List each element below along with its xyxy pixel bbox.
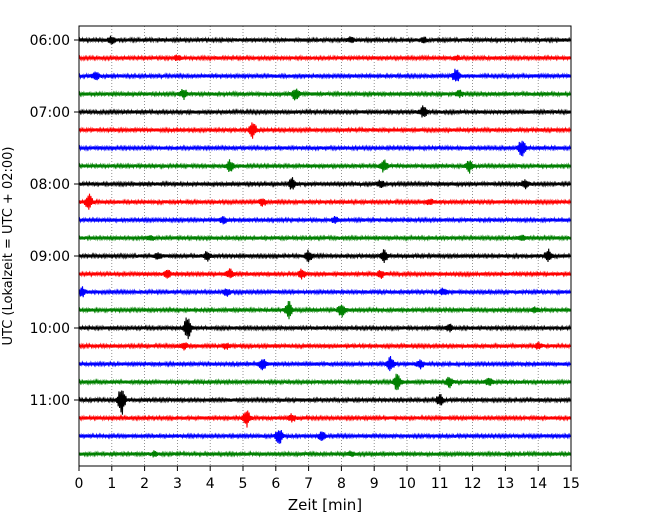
x-tick-label: 4	[206, 476, 215, 492]
trace-09:45	[78, 300, 571, 320]
x-tick-label: 1	[107, 476, 116, 492]
trace-10:15	[78, 341, 571, 351]
x-tick-label: 3	[173, 476, 182, 492]
y-tick-label: 06:00	[30, 33, 70, 49]
trace-07:45	[78, 159, 571, 174]
x-tick-label: 12	[464, 476, 482, 492]
trace-10:00	[78, 317, 571, 340]
x-tick-label: 14	[529, 476, 547, 492]
x-tick-label: 9	[370, 476, 379, 492]
vertical-grid	[111, 26, 539, 466]
x-tick-label: 7	[304, 476, 313, 492]
y-tick-label: 10:00	[30, 321, 70, 337]
trace-08:15	[78, 193, 571, 210]
y-axis-ticks: 06:00 07:00 08:00 09:00 10:00 11:00	[30, 33, 79, 409]
trace-07:00	[78, 105, 571, 118]
trace-09:15	[78, 268, 571, 280]
trace-06:15	[78, 54, 571, 62]
x-tick-label: 15	[562, 476, 580, 492]
trace-09:30	[78, 286, 571, 298]
trace-07:15	[78, 122, 571, 139]
trace-06:00	[78, 35, 571, 45]
trace-06:30	[78, 68, 571, 82]
x-axis-ticks: 0 1 2 3 4 5 6 7 8 9 10 11 12 13 14 15	[75, 466, 580, 492]
x-tick-label: 13	[496, 476, 514, 492]
x-tick-label: 6	[271, 476, 280, 492]
trace-08:45	[78, 234, 571, 242]
trace-07:30	[78, 140, 571, 157]
trace-08:00	[78, 177, 571, 190]
x-tick-label: 2	[140, 476, 149, 492]
trace-10:45	[78, 373, 571, 391]
x-tick-label: 11	[431, 476, 449, 492]
trace-09:00	[78, 248, 571, 263]
seismic-traces	[78, 35, 571, 458]
x-tick-label: 8	[337, 476, 346, 492]
y-axis-label: UTC (Lokalzeit = UTC + 02:00)	[1, 147, 16, 346]
trace-11:45	[78, 450, 571, 458]
trace-06:45	[78, 88, 571, 101]
trace-10:30	[78, 356, 571, 372]
trace-11:15	[78, 410, 571, 428]
x-tick-label: 10	[398, 476, 416, 492]
plot-frame	[78, 25, 572, 467]
x-axis-label: Zeit [min]	[288, 496, 362, 514]
x-tick-label: 0	[75, 476, 84, 492]
trace-11:00	[78, 390, 571, 415]
y-tick-label: 11:00	[30, 393, 70, 409]
y-tick-label: 09:00	[30, 249, 70, 265]
trace-08:30	[78, 216, 571, 225]
x-tick-label: 5	[239, 476, 248, 492]
trace-11:30	[78, 430, 571, 444]
y-tick-label: 08:00	[30, 177, 70, 193]
y-tick-label: 07:00	[30, 105, 70, 121]
